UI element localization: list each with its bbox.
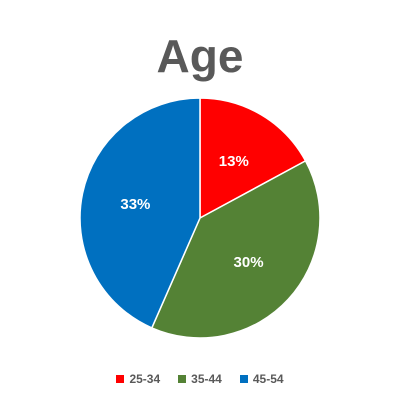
legend-item-45-54: 45-54 xyxy=(239,372,284,386)
legend-label-35-44: 35-44 xyxy=(191,372,222,386)
legend-item-35-44: 35-44 xyxy=(178,372,222,386)
pie-slice-35-44 xyxy=(150,159,321,339)
pie-slice-25-34 xyxy=(199,97,307,220)
chart-title: Age xyxy=(156,30,244,82)
legend-item-25-34: 25-34 xyxy=(116,372,160,386)
legend-label-45-54: 45-54 xyxy=(252,372,284,386)
legend: 25-34 35-44 45-54 xyxy=(0,372,400,386)
pie-slices xyxy=(79,97,321,339)
pie-labels: 13% 30% 33% xyxy=(120,153,263,271)
legend-label-25-34: 25-34 xyxy=(129,372,161,386)
legend-swatch-35-44 xyxy=(178,375,187,383)
legend-swatch-45-54 xyxy=(239,375,248,383)
data-label-25-34: 13% xyxy=(219,153,249,170)
data-label-45-54: 33% xyxy=(120,196,150,213)
pie-slice-45-54 xyxy=(79,97,201,329)
legend-swatch-25-34 xyxy=(116,375,125,383)
data-label-35-44: 30% xyxy=(234,254,264,271)
